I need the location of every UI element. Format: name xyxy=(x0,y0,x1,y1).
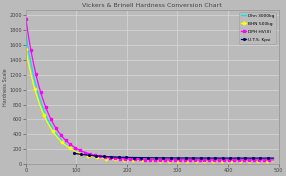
BHN 500kg xyxy=(272,160,275,162)
BHN 500kg xyxy=(158,159,162,162)
Dhn 3000kg xyxy=(227,159,231,161)
Dhn 3000kg xyxy=(272,159,275,161)
Legend: Dhn 3000kg, BHN 500kg, DPH HV(X), U.T.S. Kpsi: Dhn 3000kg, BHN 500kg, DPH HV(X), U.T.S.… xyxy=(239,12,276,44)
U.T.S. Kpsi xyxy=(231,157,235,159)
Line: BHN 500kg: BHN 500kg xyxy=(25,48,275,162)
DPH HV(X) xyxy=(143,159,147,161)
Dhn 3000kg xyxy=(24,33,27,35)
DPH HV(X) xyxy=(172,159,175,161)
U.T.S. Kpsi xyxy=(141,157,144,159)
Line: DPH HV(X): DPH HV(X) xyxy=(25,18,275,161)
BHN 500kg xyxy=(24,48,27,50)
Dhn 3000kg xyxy=(158,159,162,161)
DPH HV(X) xyxy=(272,159,275,161)
BHN 500kg xyxy=(143,159,147,161)
BHN 500kg xyxy=(227,160,231,162)
DPH HV(X) xyxy=(158,159,162,161)
DPH HV(X) xyxy=(227,159,231,161)
DPH HV(X) xyxy=(142,159,145,161)
U.T.S. Kpsi xyxy=(272,157,275,159)
Dhn 3000kg xyxy=(266,159,269,161)
U.T.S. Kpsi xyxy=(114,156,117,158)
Title: Vickers & Brinell Hardness Conversion Chart: Vickers & Brinell Hardness Conversion Ch… xyxy=(82,3,222,8)
U.T.S. Kpsi xyxy=(136,157,139,159)
Y-axis label: Hardness Scale: Hardness Scale xyxy=(3,68,8,106)
U.T.S. Kpsi xyxy=(82,154,85,156)
U.T.S. Kpsi xyxy=(72,152,76,154)
U.T.S. Kpsi xyxy=(160,157,163,159)
Dhn 3000kg xyxy=(143,159,147,161)
Line: Dhn 3000kg: Dhn 3000kg xyxy=(26,34,273,160)
DPH HV(X) xyxy=(266,159,269,161)
BHN 500kg xyxy=(266,160,269,162)
BHN 500kg xyxy=(172,160,175,162)
BHN 500kg xyxy=(142,159,145,161)
DPH HV(X) xyxy=(24,18,27,20)
Dhn 3000kg xyxy=(142,159,145,161)
Dhn 3000kg xyxy=(172,159,175,161)
Line: U.T.S. Kpsi: U.T.S. Kpsi xyxy=(72,152,275,160)
